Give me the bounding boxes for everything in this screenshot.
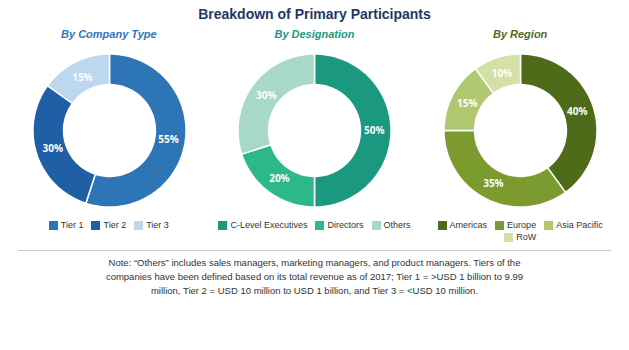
svg-text:20%: 20% <box>270 171 290 185</box>
html-text:Note: “Others” includes sales: Note: “Others” includes sales managers, … <box>105 257 524 296</box>
html-text:By Designation: By Designation <box>274 28 355 40</box>
svg-text:35%: 35% <box>483 176 503 190</box>
html-text:Europe: Europe <box>507 220 537 230</box>
html-text:C-Level Executives: C-Level Executives <box>230 220 308 230</box>
svg-text:40%: 40% <box>567 104 587 118</box>
html-text:By Company Type: By Company Type <box>61 28 157 40</box>
svg-text:50%: 50% <box>364 123 384 137</box>
html-text:Americas: Americas <box>449 220 488 230</box>
svg-text:10%: 10% <box>492 66 512 80</box>
svg-text:15%: 15% <box>72 70 92 84</box>
svg-text:55%: 55% <box>158 132 178 146</box>
html-text:Tier 3: Tier 3 <box>146 220 169 230</box>
html-text:By Region: By Region <box>492 28 548 40</box>
html-text:Breakdown of Primary Participa: Breakdown of Primary Participants <box>198 6 431 22</box>
svg-text:30%: 30% <box>42 141 62 155</box>
html-text:Asia Pacific: Asia Pacific <box>556 220 603 230</box>
html-text:Tier 2: Tier 2 <box>103 220 127 230</box>
html-text:Others: Others <box>383 220 411 230</box>
svg-text:30%: 30% <box>256 88 276 102</box>
svg-text:15%: 15% <box>457 96 477 110</box>
html-text:RoW: RoW <box>516 232 537 242</box>
html-text:Directors: Directors <box>327 220 364 230</box>
html-text:Tier 1: Tier 1 <box>60 220 84 230</box>
